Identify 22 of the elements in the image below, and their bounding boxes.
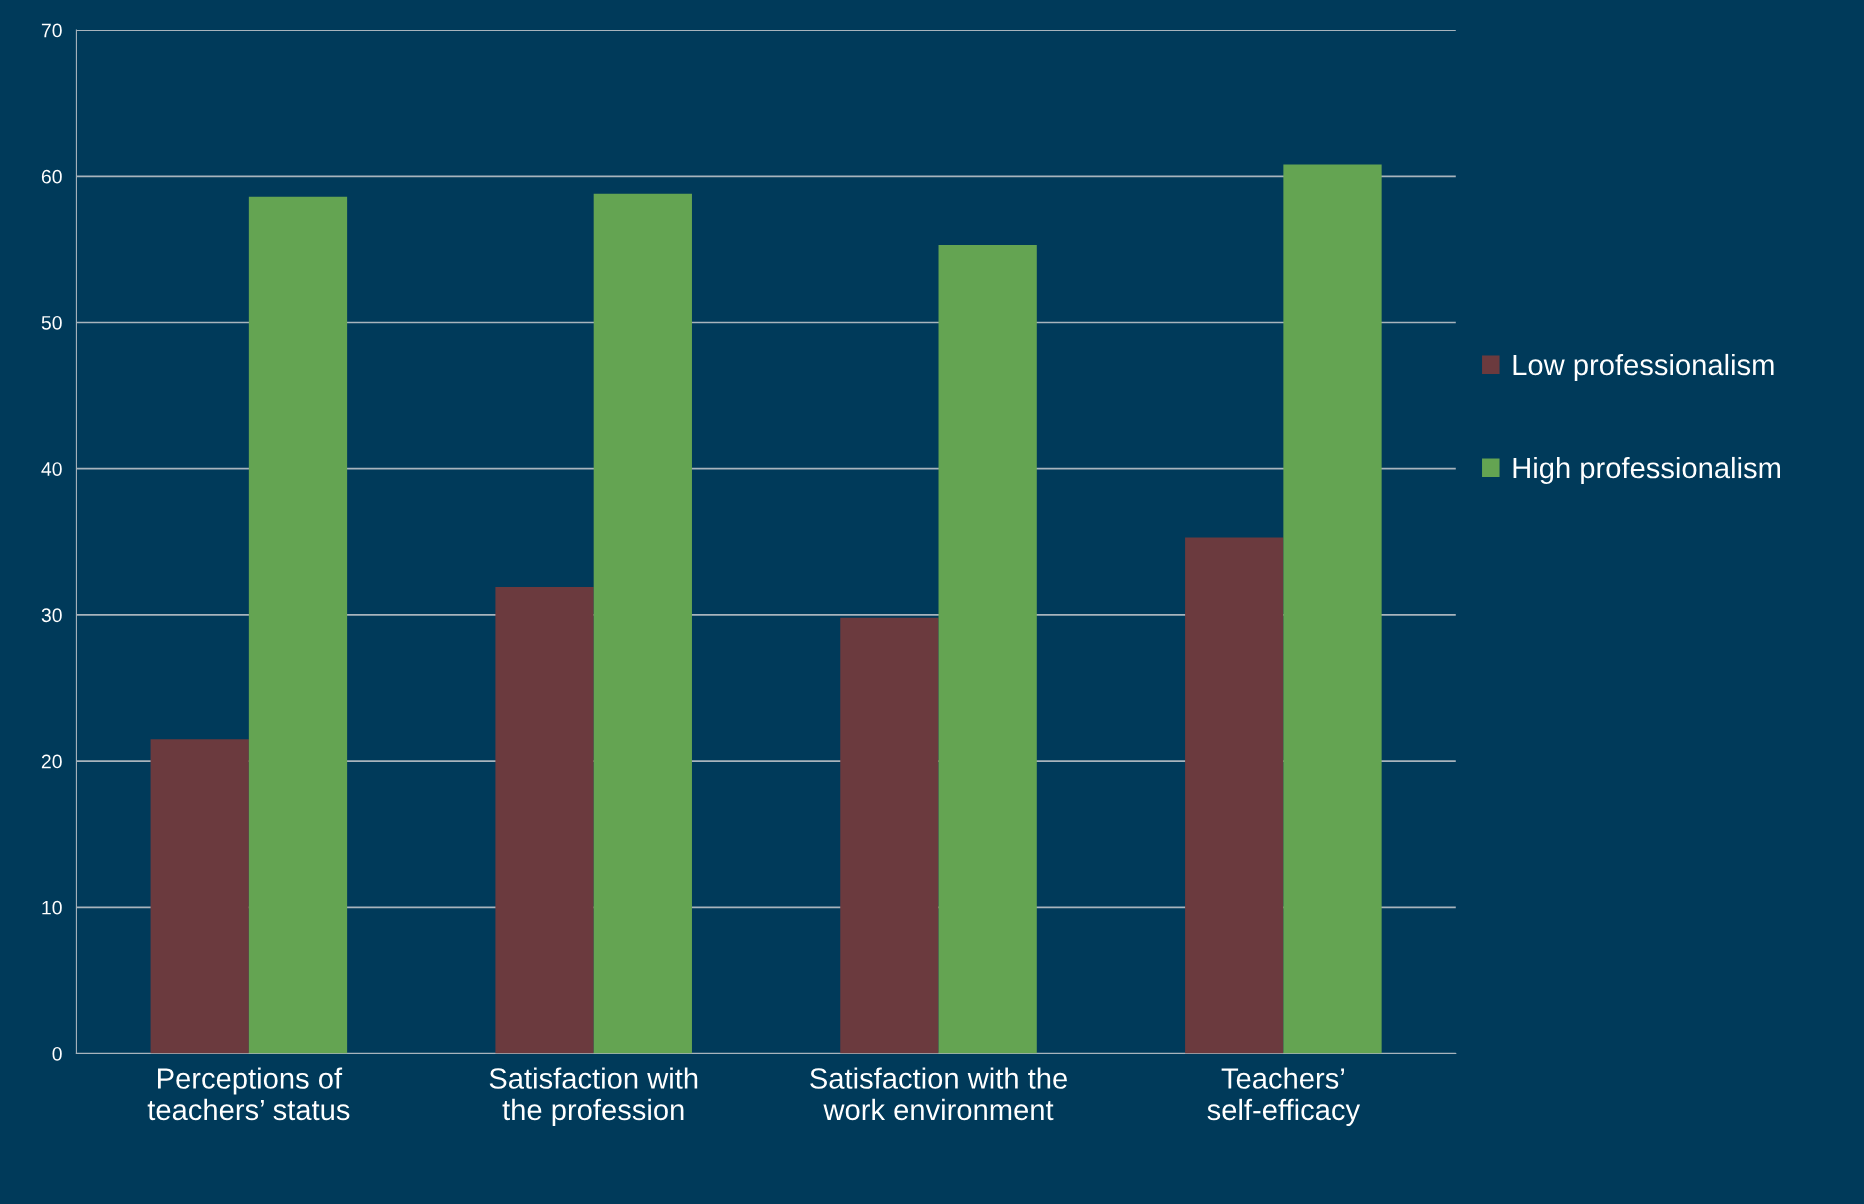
x-tick-label: Perceptions of teachers’ status [147, 1067, 350, 1121]
bar [1185, 537, 1284, 1054]
y-tick-label: 20 [41, 754, 62, 769]
y-tick-label: 50 [41, 315, 62, 330]
bar [593, 193, 692, 1054]
legend-label: Low professionalism [1513, 353, 1774, 382]
y-tick-label: 60 [41, 169, 62, 184]
x-tick-label: Satisfaction with the profession [489, 1067, 698, 1126]
x-tick-label: Satisfaction with the work environment [810, 1067, 1067, 1121]
y-tick-label: 70 [41, 23, 62, 38]
y-tick-label: 10 [42, 900, 62, 915]
bar [248, 196, 348, 1054]
bar [150, 739, 249, 1054]
bar [938, 245, 1037, 1054]
legend-label: High professionalism [1513, 456, 1780, 485]
y-tick-label: 30 [41, 608, 62, 623]
bar [1283, 164, 1382, 1054]
bar [495, 587, 594, 1054]
bar [840, 617, 939, 1054]
x-tick-label: Teachers’ self-efficacy [1207, 1067, 1361, 1126]
y-tick-label: 40 [41, 462, 62, 476]
y-tick-label: 0 [52, 1046, 62, 1061]
